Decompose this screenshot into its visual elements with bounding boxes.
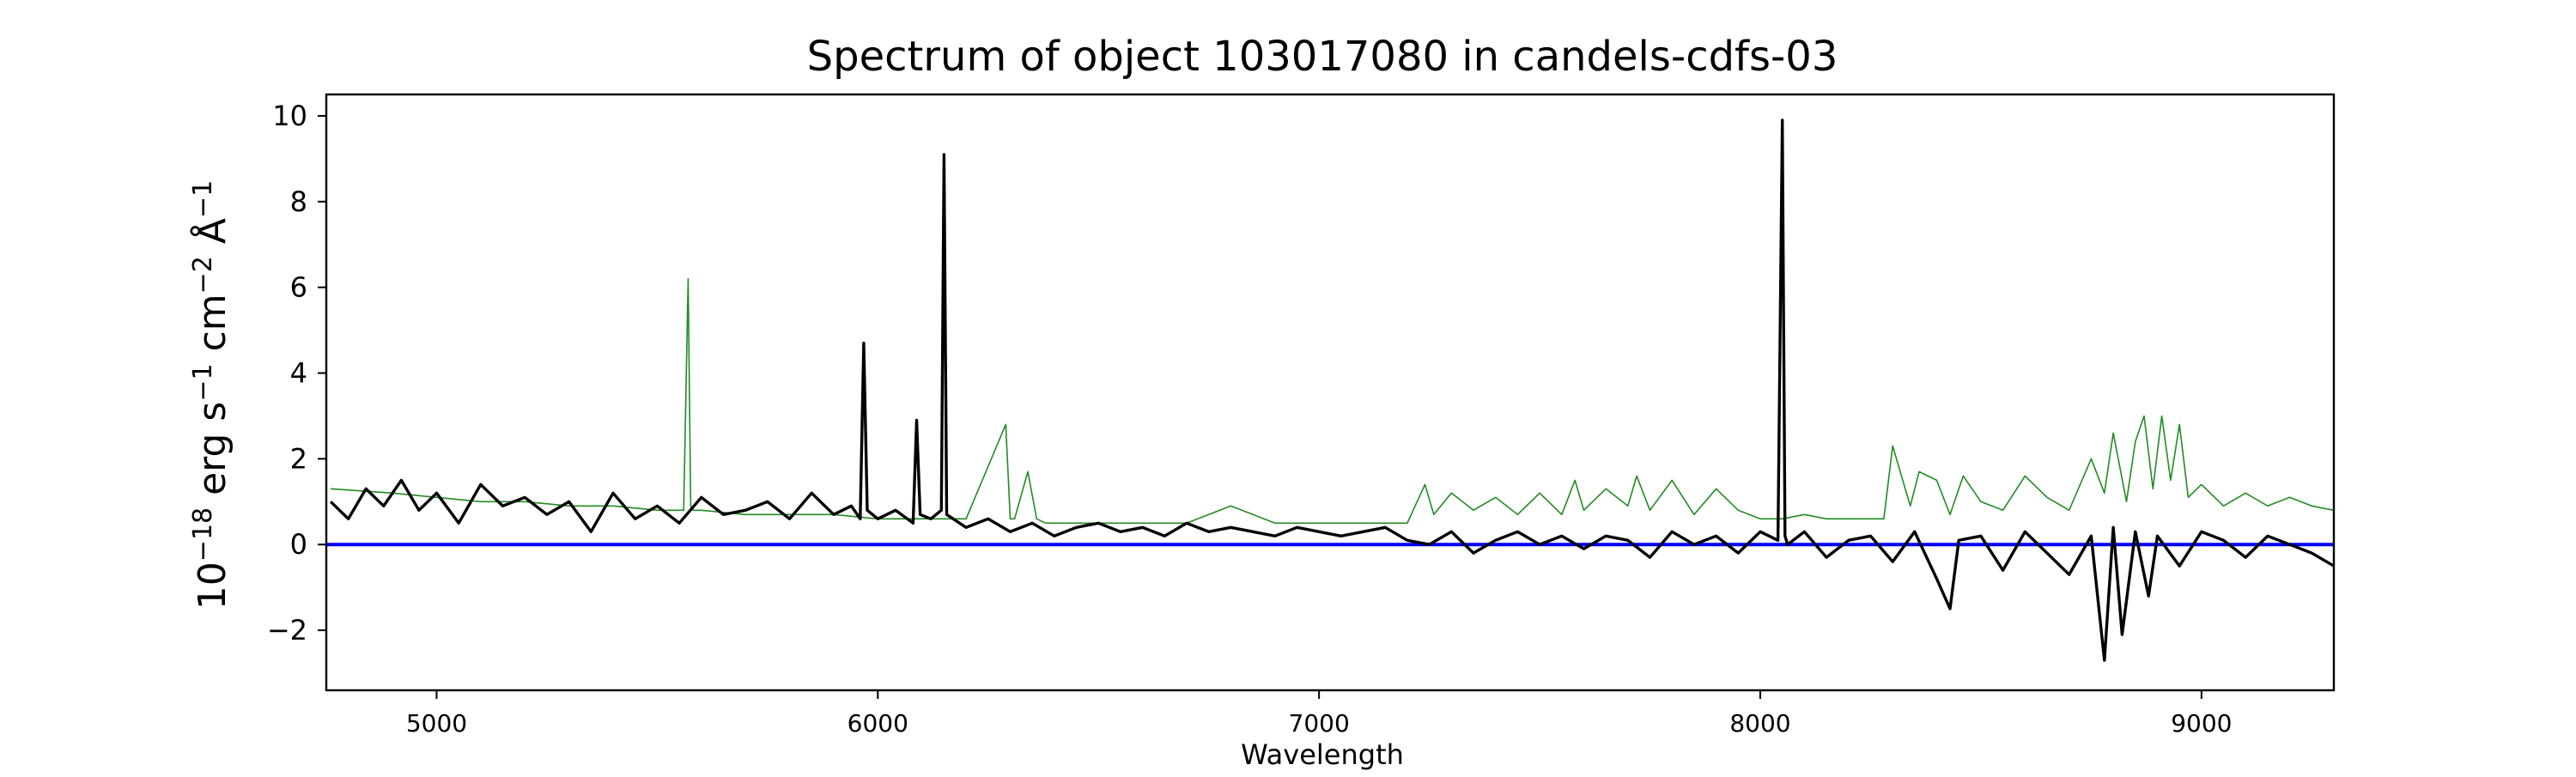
y-tick-label: 10 [272, 100, 307, 132]
y-tick-label: 2 [290, 442, 307, 475]
x-tick-label: 5000 [406, 709, 467, 738]
y-axis-label: 10−18 erg s−1 cm−2 Å−1 [188, 180, 234, 610]
x-tick-label: 8000 [1729, 709, 1790, 738]
y-tick-label: 8 [290, 185, 307, 218]
y-axis-label-base: 10 [191, 562, 234, 610]
y-tick-label: 6 [290, 271, 307, 304]
x-tick-label: 6000 [848, 709, 908, 738]
y-axis-label-exp4: −1 [188, 180, 218, 218]
flux-spectrum-line [329, 118, 2334, 662]
y-axis-label-exp3: −2 [188, 256, 218, 294]
series-group [326, 118, 2334, 662]
plot-frame [325, 93, 2336, 692]
y-axis-label-exp1: −18 [188, 507, 218, 562]
chart-title: Spectrum of object 103017080 in candels-… [807, 33, 1838, 81]
x-tick-label: 9000 [2171, 709, 2232, 738]
y-axis-label-part4: Å [189, 218, 234, 256]
x-tick-label: 7000 [1289, 709, 1350, 738]
y-tick-label: −2 [267, 614, 307, 646]
y-axis-label-part3: cm [191, 294, 234, 363]
y-tick-label: 4 [290, 357, 307, 390]
plot-area: 5000 6000 7000 8000 9000 −2 0 2 4 6 8 10 [267, 93, 2336, 738]
y-axis-label-exp2: −1 [188, 363, 218, 401]
y-tick-label: 0 [290, 528, 307, 561]
x-axis-label: Wavelength [1241, 738, 1404, 771]
error-spectrum-line [331, 277, 2334, 525]
y-axis-label-part2: erg s [191, 402, 234, 507]
